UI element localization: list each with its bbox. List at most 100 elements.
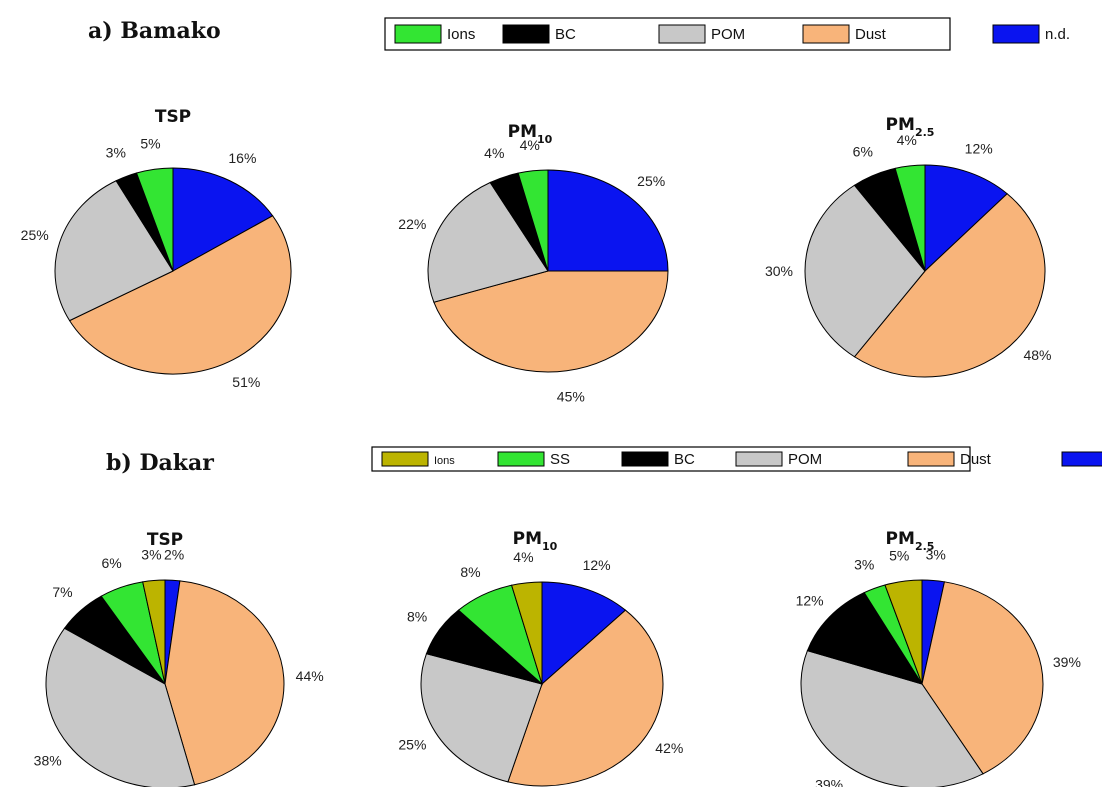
legend-item-n-d-label: n.d. — [1045, 26, 1070, 43]
pie-slice-n-d — [547, 169, 669, 272]
pie-label-n-d: 2% — [164, 546, 184, 562]
pie-title-subscript: 2.5 — [915, 126, 935, 139]
pie-slice-n-d — [924, 164, 1008, 273]
pie-slice-pom — [45, 627, 196, 787]
pie-slice-dust — [68, 215, 292, 375]
pie-label-n-d: 12% — [583, 557, 611, 573]
pies-dakar: TSP2%44%38%7%6%3%PM1012%42%25%8%8%4%PM2.… — [34, 529, 1081, 787]
pie-label-pom: 25% — [21, 227, 49, 243]
legend-item-ions-swatch — [381, 451, 429, 467]
pie-label-pom: 25% — [398, 737, 426, 753]
legend-item-ions-label: Ions — [434, 455, 455, 467]
pie-title-subscript: 10 — [537, 133, 553, 146]
pie-label-dust: 44% — [296, 668, 324, 684]
pie-label-pom: 39% — [815, 777, 843, 787]
pie-label-ions: 5% — [140, 136, 160, 152]
pie-slice-ions — [510, 581, 543, 685]
pie-slice-dust — [433, 270, 669, 373]
legend-item-dust: Dust — [802, 24, 887, 44]
legend-item-pom: POM — [658, 24, 745, 44]
pie-label-ss: 3% — [854, 557, 874, 573]
pie-slice-ions — [135, 167, 174, 272]
pie-slice-ions — [142, 579, 166, 685]
pie-b-dakar-pm2-5: PM2.53%39%39%12%3%5% — [796, 529, 1081, 787]
pie-title: TSP — [147, 530, 183, 550]
pie-slice-pom — [800, 650, 984, 787]
panel-title-bamako: a) Bamako — [88, 18, 221, 44]
pie-a-bamako-pm2-5: PM2.512%48%30%6%4% — [765, 115, 1052, 378]
legend-item-dust: Dust — [907, 451, 992, 468]
legend-item-bc-swatch — [621, 451, 669, 467]
pie-label-bc: 8% — [407, 609, 427, 625]
legend-item-bc-label: BC — [674, 451, 695, 468]
legend-bamako: Ions BC POM Dust n.d. — [384, 17, 1070, 51]
pie-label-ss: 6% — [101, 555, 121, 571]
pie-label-dust: 48% — [1023, 347, 1051, 363]
pie-slice-ions — [517, 169, 549, 272]
legend-item-n-d-swatch — [992, 24, 1040, 44]
legend-item-n-d: n.d. — [1061, 451, 1102, 467]
pie-label-n-d: 25% — [637, 173, 665, 189]
legend-item-bc-swatch — [502, 24, 550, 44]
pie-a-bamako-tsp: TSP 16% 51% 25% 3% 5% — [21, 107, 292, 390]
pie-label-ions: 4% — [897, 132, 917, 148]
pie-label-ions: 4% — [513, 549, 533, 565]
legend-item-dust-label: Dust — [855, 26, 887, 43]
legend-item-bc: BC — [621, 451, 695, 468]
pie-label-dust: 42% — [655, 740, 683, 756]
pie-slice-pom — [420, 653, 543, 783]
pie-label-bc: 3% — [106, 145, 126, 161]
pie-label-ions: 5% — [889, 548, 909, 564]
pie-slice-dust — [853, 193, 1046, 378]
legend-item-ions: Ions — [394, 24, 475, 44]
pie-slice-pom — [54, 180, 174, 322]
legend-item-bc: BC — [502, 24, 576, 44]
pie-label-bc: 12% — [796, 592, 824, 608]
pie-label-bc: 6% — [853, 144, 873, 160]
pie-title-subscript: 10 — [542, 540, 558, 553]
panel-title-dakar: b) Dakar — [106, 450, 214, 476]
legend-item-ss-swatch — [497, 451, 545, 467]
legend-item-dust-label: Dust — [960, 451, 992, 468]
legend-item-pom-swatch — [735, 451, 783, 467]
pie-label-pom: 38% — [34, 752, 62, 768]
pie-title: TSP — [155, 107, 191, 127]
pie-label-pom: 30% — [765, 263, 793, 279]
pie-label-n-d: 3% — [926, 547, 946, 563]
pie-label-n-d: 12% — [965, 140, 993, 156]
pie-label-n-d: 16% — [228, 150, 256, 166]
pie-slice-ions — [884, 579, 923, 685]
pie-slice-dust — [921, 581, 1044, 775]
legend-item-pom: POM — [735, 451, 822, 468]
pie-label-dust: 39% — [1053, 654, 1081, 670]
pie-slice-n-d — [541, 581, 627, 686]
legend-frame — [371, 446, 971, 472]
legend-item-ions: Ions — [381, 451, 455, 467]
legend-item-ss: SS — [497, 451, 570, 468]
pie-slice-ions — [894, 164, 926, 272]
pie-slice-n-d — [172, 167, 274, 272]
pie-title-subscript: 2.5 — [915, 540, 935, 553]
pie-label-dust: 51% — [232, 374, 260, 390]
legend-item-ions-label: Ions — [447, 26, 475, 43]
pie-label-dust: 45% — [557, 388, 585, 404]
legend-item-n-d-swatch — [1061, 451, 1102, 467]
pie-label-ions: 4% — [520, 137, 540, 153]
legend-item-dust-swatch — [802, 24, 850, 44]
pie-label-ss: 8% — [460, 564, 480, 580]
legend-item-dust-swatch — [907, 451, 955, 467]
pie-slice-pom — [804, 184, 926, 358]
pie-slice-pom — [427, 181, 549, 303]
pie-slice-dust — [507, 609, 664, 787]
pie-label-ions: 3% — [141, 547, 161, 563]
legend-item-ions-swatch — [394, 24, 442, 44]
legend-item-pom-label: POM — [788, 451, 822, 468]
pie-slice-dust — [164, 580, 285, 786]
legend-item-pom-label: POM — [711, 26, 745, 43]
pie-slice-bc — [806, 591, 924, 685]
legend-item-ss-label: SS — [550, 451, 570, 468]
